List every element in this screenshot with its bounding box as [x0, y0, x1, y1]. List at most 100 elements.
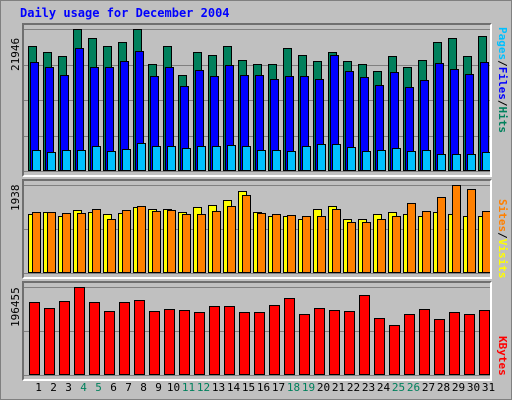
kbytes-bar — [89, 302, 100, 375]
kbytes-bar — [404, 314, 415, 375]
day-label: 30 — [466, 381, 481, 394]
sites-bar — [437, 197, 446, 273]
pages-bar — [407, 151, 416, 171]
day-label: 26 — [406, 381, 421, 394]
sites-bar — [407, 203, 416, 273]
day-label: 14 — [226, 381, 241, 394]
day-label: 7 — [125, 381, 132, 394]
sites-bar — [392, 216, 401, 273]
kbytes-bar — [29, 302, 40, 375]
pages-bar — [272, 150, 281, 171]
pages-bar — [137, 143, 146, 171]
kbytes-bar — [344, 311, 355, 375]
visits-panel — [22, 179, 492, 279]
sites-bar — [152, 211, 161, 273]
day-label: 9 — [155, 381, 162, 394]
chart-title: Daily usage for December 2004 — [20, 6, 230, 20]
kbytes-bar — [254, 312, 265, 375]
kbytes-bar — [209, 306, 220, 375]
visits-legend: Sites/Visits — [496, 199, 509, 279]
pages-bar — [377, 150, 386, 171]
sites-bar — [362, 222, 371, 273]
sites-bar — [317, 216, 326, 273]
sites-bar — [107, 219, 116, 273]
pages-bar — [77, 150, 86, 171]
sites-bar — [482, 211, 490, 273]
hits-legend: Pages/Files/Hits — [496, 27, 509, 133]
kbytes-bar — [329, 310, 340, 375]
sites-bar — [92, 209, 101, 273]
kbytes-max-label: 196455 — [9, 287, 22, 327]
pages-bar — [242, 146, 251, 171]
sites-bar — [302, 216, 311, 273]
sites-bar — [257, 213, 266, 273]
sites-bar — [272, 214, 281, 273]
day-label: 13 — [211, 381, 226, 394]
day-label: 3 — [65, 381, 72, 394]
day-label: 27 — [421, 381, 436, 394]
pages-bar — [332, 144, 341, 171]
pages-bar — [437, 154, 446, 171]
x-axis-day-labels: 1 2 3 4 5 6 7 8 9 10 11 12 13 14 15 16 17 18 19 20 21 22 23 24 2… — [28, 381, 496, 395]
kbytes-bar — [299, 314, 310, 375]
pages-bar — [392, 148, 401, 171]
day-label: 31 — [481, 381, 496, 394]
kbytes-bar — [314, 308, 325, 375]
day-label: 10 — [166, 381, 181, 394]
sites-bar — [467, 189, 476, 273]
kbytes-bar — [434, 319, 445, 375]
sites-bar — [137, 206, 146, 273]
day-label: 17 — [271, 381, 286, 394]
kbytes-bar — [149, 311, 160, 375]
sites-bar — [452, 185, 461, 273]
day-label: 12 — [196, 381, 211, 394]
legend-files: Files — [496, 66, 509, 100]
day-label: 21 — [331, 381, 346, 394]
sites-bar — [182, 214, 191, 273]
pages-bar — [212, 146, 221, 171]
sites-bar — [197, 214, 206, 273]
hits-plot — [24, 29, 490, 172]
sites-bar — [227, 206, 236, 273]
kbytes-bar — [224, 306, 235, 375]
kbytes-bar — [104, 311, 115, 375]
pages-bar — [482, 152, 490, 171]
day-label: 19 — [301, 381, 316, 394]
day-label: 23 — [361, 381, 376, 394]
pages-bar — [302, 146, 311, 171]
sites-bar — [377, 219, 386, 273]
legend-kbytes: KBytes — [496, 336, 509, 376]
kbytes-bar — [179, 310, 190, 375]
legend-separator: / — [496, 99, 509, 107]
pages-bar — [107, 151, 116, 171]
kbytes-plot — [24, 287, 490, 376]
sites-bar — [32, 212, 41, 273]
visits-max-label: 1938 — [9, 184, 22, 212]
day-label: 16 — [256, 381, 271, 394]
kbytes-bar — [389, 325, 400, 375]
legend-separator: / — [496, 232, 509, 239]
day-label: 11 — [181, 381, 196, 394]
day-label: 22 — [346, 381, 361, 394]
pages-bar — [452, 154, 461, 171]
sites-bar — [62, 213, 71, 273]
day-label: 25 — [391, 381, 406, 394]
pages-bar — [317, 144, 326, 171]
pages-bar — [257, 150, 266, 171]
kbytes-bar — [164, 309, 175, 375]
pages-bar — [227, 145, 236, 171]
legend-hits: Hits — [496, 106, 509, 134]
kbytes-bar — [194, 312, 205, 375]
kbytes-bar — [59, 301, 70, 375]
kbytes-bar — [374, 318, 385, 375]
sites-bar — [332, 209, 341, 273]
pages-bar — [347, 147, 356, 171]
legend-sites: Sites — [496, 199, 509, 233]
visits-plot — [24, 185, 490, 274]
pages-bar — [47, 152, 56, 171]
pages-bar — [467, 154, 476, 171]
pages-bar — [362, 151, 371, 171]
sites-bar — [122, 210, 131, 273]
kbytes-bar — [419, 309, 430, 375]
